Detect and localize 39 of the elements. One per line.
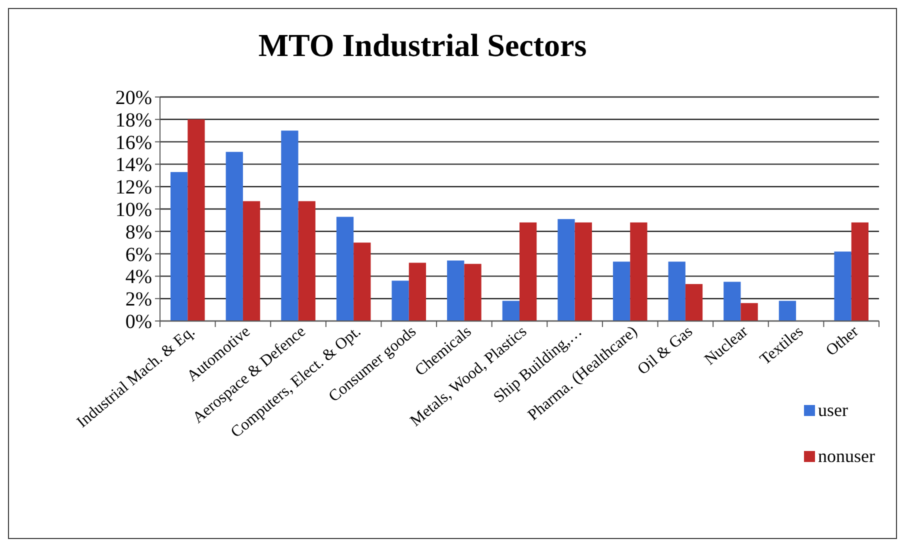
bar <box>851 222 868 321</box>
bar <box>502 300 520 321</box>
bar <box>281 130 298 321</box>
y-tick-label: 4% <box>125 266 152 288</box>
y-tick-label: 2% <box>125 288 152 311</box>
legend-label: user <box>818 400 848 420</box>
bar <box>170 172 188 321</box>
chart-title: MTO Industrial Sectors <box>258 27 587 63</box>
bar <box>188 119 205 321</box>
bar <box>558 219 575 321</box>
bar <box>242 201 260 321</box>
y-tick-label: 14% <box>115 154 152 176</box>
y-tick-label: 16% <box>115 132 152 154</box>
bar <box>778 300 796 321</box>
bar <box>464 264 482 321</box>
y-tick-label: 10% <box>115 199 152 221</box>
bar <box>740 303 758 321</box>
bar <box>685 284 703 321</box>
bar <box>834 252 852 321</box>
bar <box>392 280 409 321</box>
bar <box>408 262 426 321</box>
y-tick-label: 18% <box>115 109 152 132</box>
bar <box>447 260 464 321</box>
bar <box>724 282 741 321</box>
bar <box>612 262 630 321</box>
y-tick-label: 0% <box>125 311 152 333</box>
y-tick-label: 6% <box>125 244 152 266</box>
bar <box>354 242 371 321</box>
bar <box>630 222 648 321</box>
legend-label: nonuser <box>818 446 875 466</box>
bar <box>226 152 243 321</box>
bar <box>574 222 592 321</box>
bar <box>298 201 316 321</box>
y-tick-label: 12% <box>115 176 152 199</box>
y-tick-label: 8% <box>125 221 152 244</box>
bar <box>520 222 537 321</box>
bar <box>336 216 354 321</box>
y-tick-label: 20% <box>115 87 152 109</box>
bar <box>668 262 686 321</box>
